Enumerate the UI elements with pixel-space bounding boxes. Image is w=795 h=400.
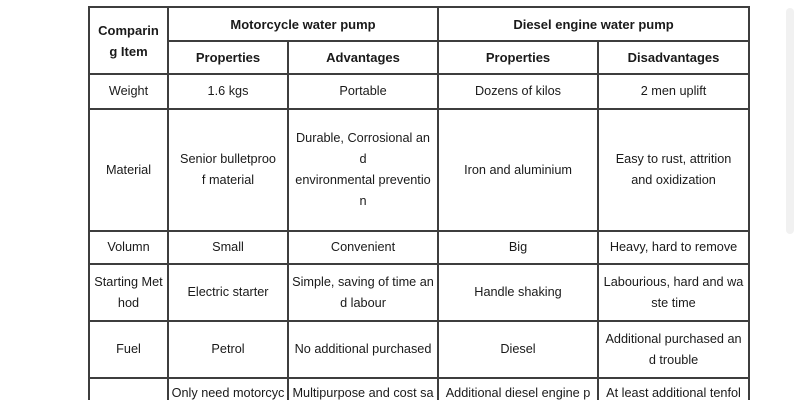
cell-diesel-properties: Diesel [437, 320, 600, 379]
cell-diesel-disadvantages: Easy to rust, attrition and oxidization [597, 108, 751, 232]
header-sub-row: Properties Advantages Properties Disadva… [89, 40, 751, 75]
comparison-table: Comparin g Item Motorcycle water pump Di… [88, 6, 751, 400]
cell-diesel-properties: Handle shaking [437, 263, 600, 322]
table-row-material: Material Senior bulletproo f material Du… [88, 108, 751, 232]
cell-diesel-properties: Additional diesel engine p [437, 377, 600, 400]
row-label: Starting Met hod [88, 263, 169, 322]
scrollbar-thumb[interactable] [786, 8, 794, 234]
cell-diesel-disadvantages: Labourious, hard and wa ste time [597, 263, 751, 322]
header-diesel-disadvantages: Disadvantages [597, 40, 751, 75]
cell-moto-advantages: Convenient [286, 230, 440, 265]
cell-moto-advantages: Durable, Corrosional an d environmental … [286, 108, 440, 232]
cell-moto-properties: Petrol [167, 320, 289, 379]
row-label: Weight [88, 73, 169, 110]
cell-diesel-properties: Iron and aluminium [437, 108, 600, 232]
table-row-fuel: Fuel Petrol No additional purchased Dies… [88, 320, 751, 379]
cell-diesel-properties: Big [437, 230, 600, 265]
header-moto-properties: Properties [167, 40, 289, 75]
table-row-volumn: Volumn Small Convenient Big Heavy, hard … [88, 230, 751, 265]
header-diesel-properties: Properties [437, 40, 600, 75]
cell-diesel-disadvantages: 2 men uplift [597, 73, 751, 110]
cell-diesel-properties: Dozens of kilos [437, 73, 600, 110]
cell-moto-properties: Small [167, 230, 289, 265]
row-label [88, 377, 169, 400]
header-comparing-item: Comparin g Item [88, 6, 169, 75]
header-moto-advantages: Advantages [286, 40, 440, 75]
header-motorcycle-group: Motorcycle water pump [166, 6, 440, 42]
row-label: Fuel [88, 320, 169, 379]
cell-diesel-disadvantages: At least additional tenfol [597, 377, 751, 400]
row-label: Material [88, 108, 169, 232]
cell-diesel-disadvantages: Additional purchased an d trouble [597, 320, 751, 379]
row-label: Volumn [88, 230, 169, 265]
cell-moto-advantages: No additional purchased [286, 320, 440, 379]
cell-moto-properties: Electric starter [167, 263, 289, 322]
header-diesel-group: Diesel engine water pump [437, 6, 751, 42]
cell-moto-advantages: Multipurpose and cost sa [286, 377, 440, 400]
table-row-clipped: Only need motorcyc Multipurpose and cost… [88, 377, 751, 400]
cell-moto-properties: 1.6 kgs [167, 73, 289, 110]
cell-moto-advantages: Portable [286, 73, 440, 110]
header-group-row: Comparin g Item Motorcycle water pump Di… [88, 6, 751, 75]
table-row-starting-method: Starting Met hod Electric starter Simple… [88, 263, 751, 322]
table-row-weight: Weight 1.6 kgs Portable Dozens of kilos … [88, 73, 751, 110]
cell-moto-advantages: Simple, saving of time an d labour [286, 263, 440, 322]
cell-moto-properties: Senior bulletproo f material [167, 108, 289, 232]
cell-moto-properties: Only need motorcyc [167, 377, 289, 400]
cell-diesel-disadvantages: Heavy, hard to remove [597, 230, 751, 265]
